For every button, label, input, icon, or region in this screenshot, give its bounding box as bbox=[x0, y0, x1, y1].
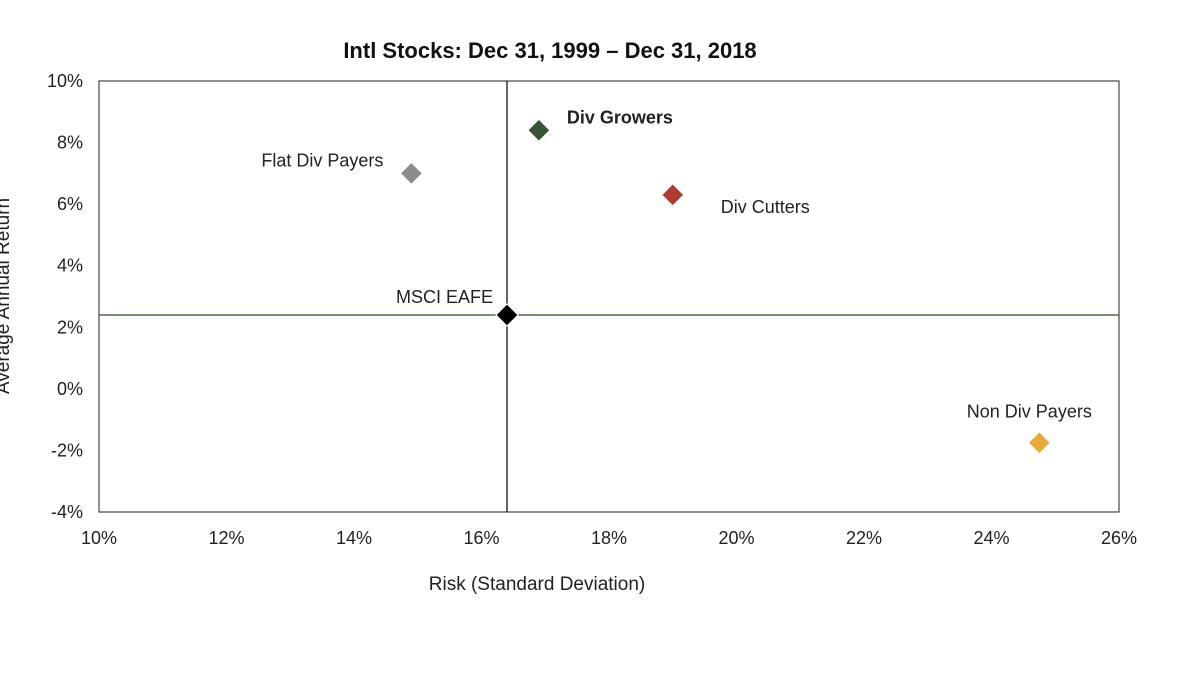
point-label-msci-eafe: MSCI EAFE bbox=[396, 287, 493, 307]
point-label-flat-div-payers: Flat Div Payers bbox=[261, 150, 383, 170]
y-tick-label: 2% bbox=[57, 317, 83, 337]
point-label-div-growers: Div Growers bbox=[567, 107, 673, 127]
point-non-div-payers bbox=[1027, 431, 1052, 455]
x-axis-ticks: 10% 12% 14% 16% 18% 20% 22% 24% 26% bbox=[81, 528, 1137, 548]
y-axis-ticks: -4% -2% 0% 2% 4% 6% 8% 10% bbox=[47, 71, 83, 522]
x-tick-label: 20% bbox=[718, 528, 754, 548]
y-tick-label: 10% bbox=[47, 71, 83, 91]
x-tick-label: 24% bbox=[973, 528, 1009, 548]
point-label-div-cutters: Div Cutters bbox=[721, 197, 810, 217]
x-tick-label: 10% bbox=[81, 528, 117, 548]
plot-area bbox=[98, 80, 1120, 513]
y-tick-label: 6% bbox=[57, 194, 83, 214]
x-axis-label: Risk (Standard Deviation) bbox=[429, 574, 645, 595]
chart-title: Intl Stocks: Dec 31, 1999 – Dec 31, 2018 bbox=[343, 38, 756, 63]
reference-lines bbox=[99, 81, 1119, 512]
y-tick-label: -2% bbox=[51, 440, 83, 460]
x-tick-label: 12% bbox=[208, 528, 244, 548]
point-div-growers bbox=[527, 118, 551, 142]
y-tick-label: 0% bbox=[57, 379, 83, 399]
x-tick-label: 16% bbox=[463, 528, 499, 548]
y-tick-label: 4% bbox=[57, 256, 83, 276]
y-axis-label: Average Annual Return bbox=[0, 198, 14, 394]
point-div-cutters bbox=[661, 183, 685, 207]
x-tick-label: 18% bbox=[591, 528, 627, 548]
x-tick-label: 22% bbox=[846, 528, 882, 548]
y-tick-label: 8% bbox=[57, 133, 83, 153]
point-label-non-div-payers: Non Div Payers bbox=[967, 402, 1092, 422]
data-points: Div Growers Flat Div Payers Div Cutters MSC… bbox=[261, 107, 1092, 455]
x-tick-label: 14% bbox=[336, 528, 372, 548]
x-tick-label: 26% bbox=[1101, 528, 1137, 548]
y-tick-label: -4% bbox=[51, 502, 83, 522]
point-msci-eafe bbox=[495, 303, 519, 327]
point-flat-div-payers bbox=[399, 161, 424, 186]
